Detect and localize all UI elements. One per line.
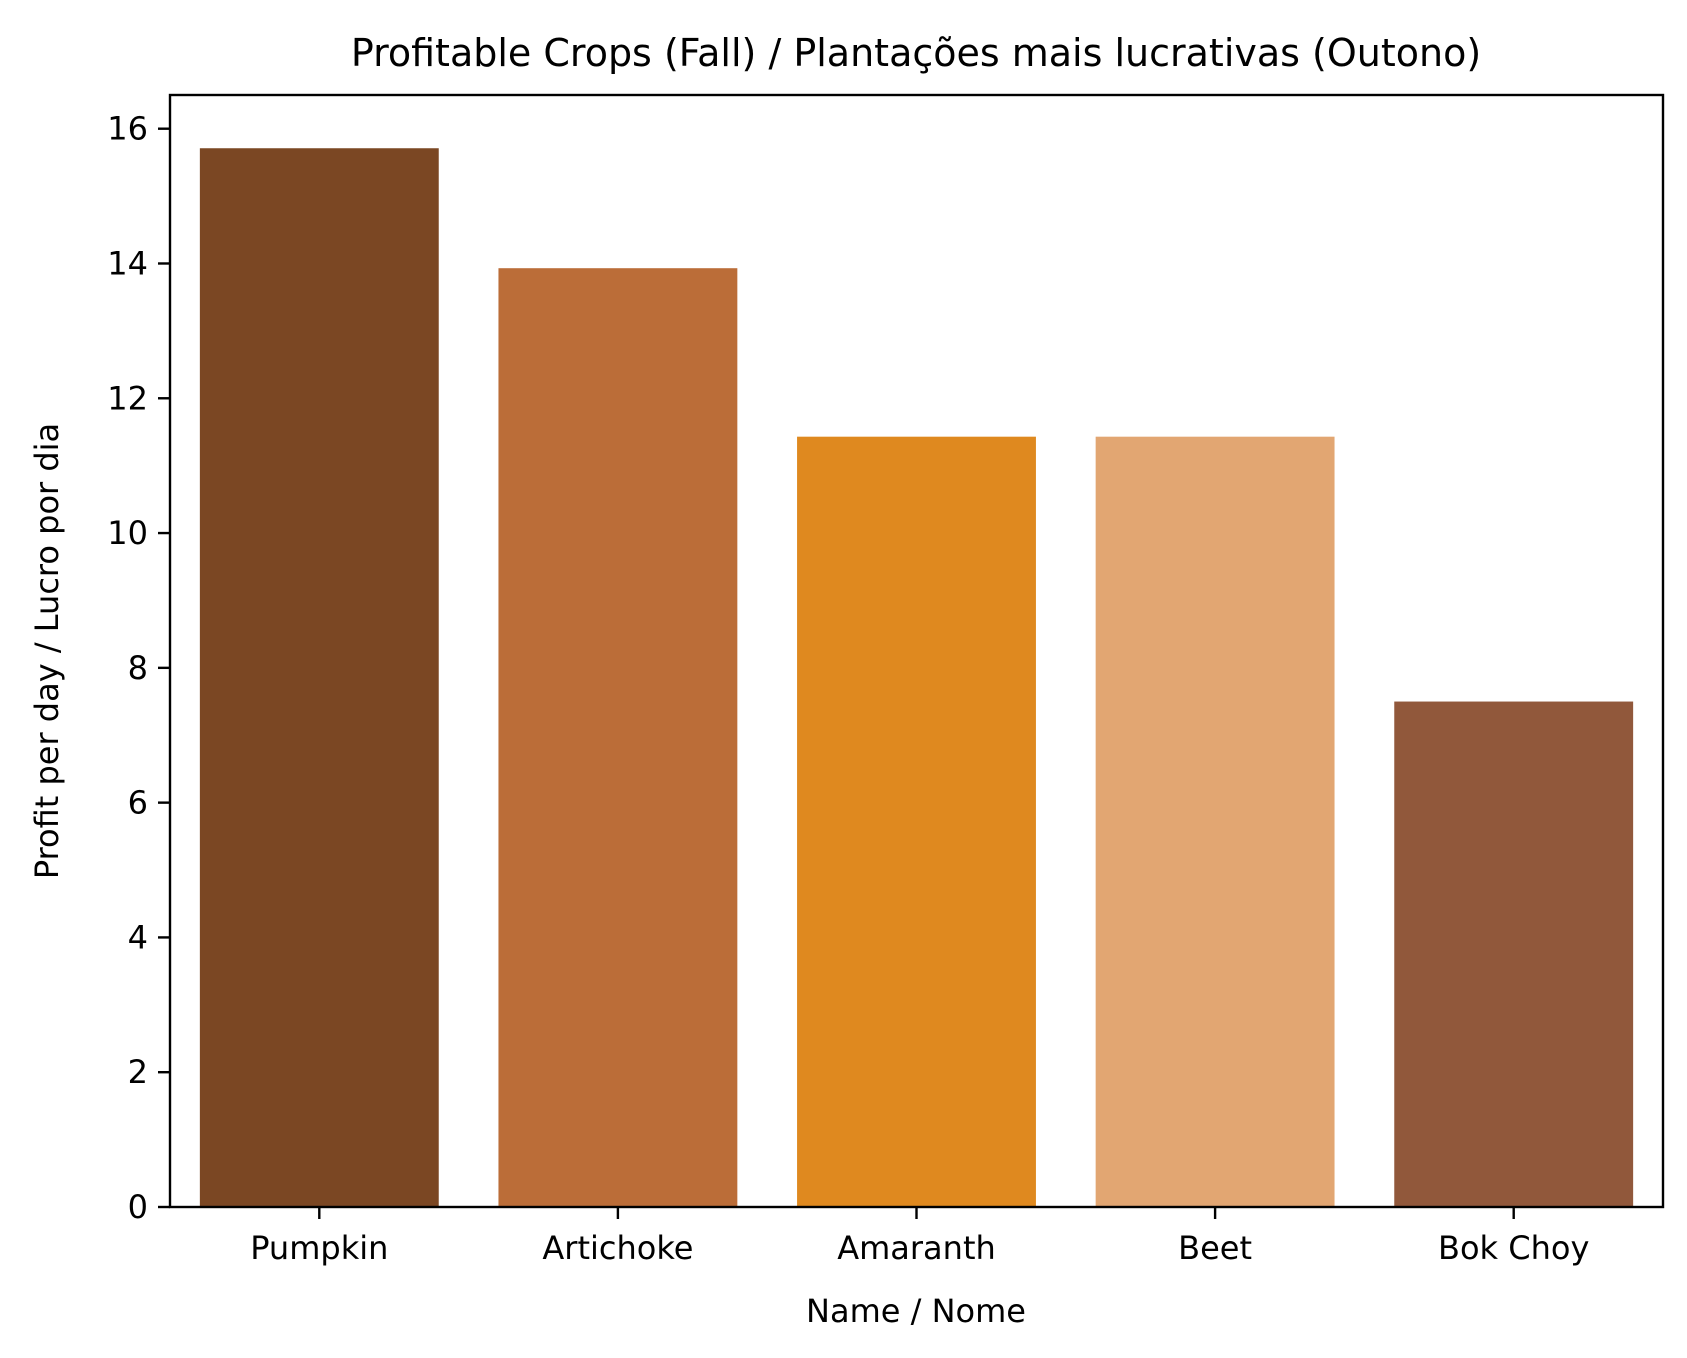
bar-artichoke <box>498 268 738 1208</box>
x-tick-label: Beet <box>1178 1229 1252 1267</box>
chart-title: Profitable Crops (Fall) / Plantações mai… <box>351 31 1481 75</box>
y-tick-label: 0 <box>128 1188 148 1226</box>
bar-beet <box>1095 436 1335 1208</box>
x-axis-ticks: Pumpkin Artichoke Amaranth Beet Bok Choy <box>250 1207 1589 1267</box>
y-tick-label: 4 <box>128 918 148 956</box>
x-tick-label: Pumpkin <box>250 1229 388 1267</box>
y-tick-label: 6 <box>128 784 148 822</box>
x-axis-label: Name / Nome <box>806 1292 1026 1330</box>
y-tick-label: 8 <box>128 649 148 687</box>
y-tick-label: 14 <box>107 244 148 282</box>
y-tick-label: 2 <box>128 1053 148 1091</box>
x-tick-label: Bok Choy <box>1438 1229 1589 1267</box>
y-tick-label: 16 <box>107 110 148 148</box>
bar-pumpkin <box>199 148 439 1207</box>
bar-amaranth <box>797 436 1036 1208</box>
bar-bok-choy <box>1394 701 1634 1207</box>
x-tick-label: Amaranth <box>837 1229 996 1267</box>
x-tick-label: Artichoke <box>542 1229 693 1267</box>
y-tick-label: 10 <box>107 514 148 552</box>
bar-series <box>199 148 1634 1208</box>
y-axis-ticks: 0 2 4 6 8 10 12 14 16 <box>107 110 170 1226</box>
y-tick-label: 12 <box>107 379 148 417</box>
y-axis-label: Profit per day / Lucro por dia <box>28 423 66 879</box>
